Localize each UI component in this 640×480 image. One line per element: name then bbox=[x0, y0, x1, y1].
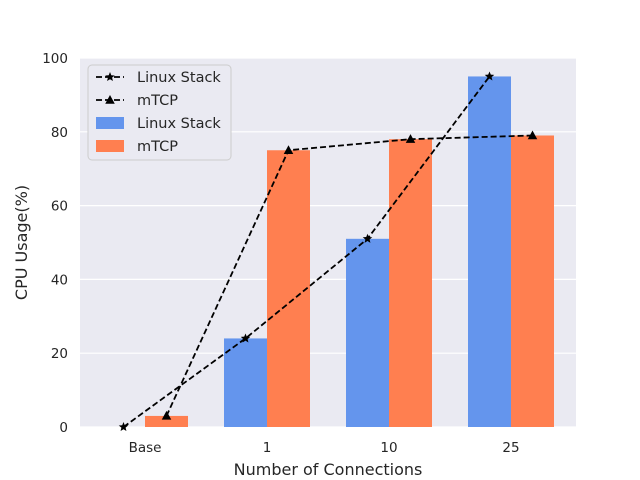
bar-series bbox=[145, 76, 554, 428]
x-axis-label: Number of Connections bbox=[234, 460, 423, 479]
legend-label: mTCP bbox=[137, 139, 178, 155]
y-tick-label: 40 bbox=[51, 272, 68, 288]
y-tick-label: 60 bbox=[51, 199, 68, 215]
legend-triangle-marker bbox=[105, 95, 115, 104]
bar-linux-stack bbox=[468, 76, 511, 427]
point-star-marker bbox=[118, 422, 129, 432]
legend-box bbox=[87, 64, 232, 161]
legend: Linux Stack mTCP Linux Stack mTCP bbox=[87, 64, 232, 161]
point-triangle-marker bbox=[161, 410, 172, 420]
y-tick-label: 0 bbox=[59, 420, 68, 436]
point-triangle-marker bbox=[405, 134, 416, 143]
x-tick-label: 1 bbox=[263, 440, 272, 456]
point-triangle-marker bbox=[527, 130, 538, 140]
legend-bar-swatch bbox=[96, 140, 124, 152]
y-tick-label: 20 bbox=[51, 346, 68, 362]
bar-mtcp bbox=[145, 415, 188, 427]
point-star-marker bbox=[362, 233, 373, 243]
y-tick-label: 100 bbox=[42, 51, 68, 67]
bar-mtcp bbox=[267, 150, 310, 427]
bar-mtcp bbox=[511, 135, 554, 428]
x-tick-label: 10 bbox=[380, 440, 397, 456]
legend-label: Linux Stack bbox=[137, 70, 221, 86]
bar-linux-stack bbox=[224, 338, 267, 427]
point-star-marker bbox=[484, 71, 495, 81]
y-axis-label: CPU Usage(%) bbox=[12, 185, 31, 300]
x-tick-labels: Base 1 10 25 bbox=[129, 440, 520, 456]
legend-label: mTCP bbox=[137, 93, 178, 109]
point-triangle-marker bbox=[283, 145, 294, 154]
legend-bar-swatch bbox=[96, 117, 124, 129]
y-tick-labels: 0 20 40 60 80 100 bbox=[42, 51, 68, 436]
y-tick-label: 80 bbox=[51, 125, 68, 141]
x-tick-label: 25 bbox=[502, 440, 519, 456]
legend-label: Linux Stack bbox=[137, 116, 221, 132]
x-tick-label: Base bbox=[129, 440, 162, 456]
line-series bbox=[118, 71, 538, 432]
bar-linux-stack bbox=[346, 238, 389, 427]
bar-mtcp bbox=[389, 139, 432, 427]
point-star-marker bbox=[240, 333, 251, 343]
line-mtcp bbox=[165, 134, 533, 417]
line-linux-stack bbox=[122, 75, 491, 428]
legend-star-marker bbox=[105, 72, 115, 82]
